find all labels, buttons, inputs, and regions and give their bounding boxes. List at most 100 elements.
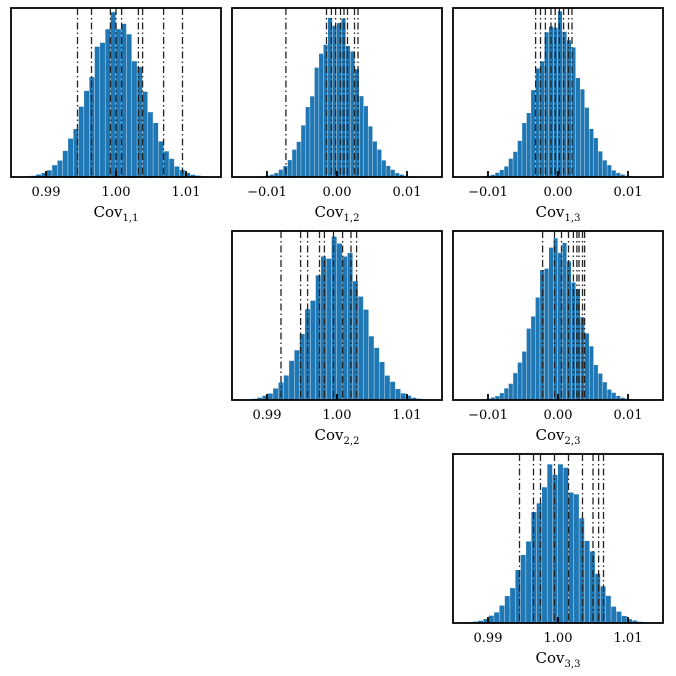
histogram-bars bbox=[453, 464, 663, 623]
histogram-bar bbox=[531, 316, 536, 400]
histogram-bar bbox=[490, 397, 495, 400]
histogram-bar bbox=[163, 151, 169, 177]
histogram-bar bbox=[185, 172, 191, 177]
histogram-bar bbox=[526, 328, 531, 400]
histogram-bar bbox=[399, 174, 404, 177]
histogram-bar bbox=[531, 512, 537, 623]
histogram-bar bbox=[287, 160, 292, 177]
histogram-bar bbox=[337, 23, 342, 177]
histogram-bar bbox=[305, 309, 310, 400]
x-axis-label: Cov2,3 bbox=[536, 426, 581, 447]
histogram-bar bbox=[611, 392, 616, 400]
histogram-panel-2: −0.01 0.00 0.01 Cov1,2 bbox=[231, 7, 443, 224]
histogram-bar bbox=[121, 23, 127, 177]
histogram-bar bbox=[616, 172, 621, 177]
histogram-bar bbox=[584, 107, 589, 177]
histogram-bars bbox=[11, 12, 221, 177]
histogram-bar bbox=[386, 165, 391, 177]
histogram-bar bbox=[616, 611, 622, 623]
histogram-bar bbox=[536, 503, 542, 623]
histogram-bar bbox=[174, 166, 180, 177]
histogram-bar bbox=[296, 141, 301, 177]
histogram-bar bbox=[395, 173, 400, 177]
histogram-bar bbox=[573, 494, 579, 623]
histogram-bar bbox=[395, 388, 401, 400]
histogram-bar bbox=[602, 382, 607, 400]
histogram-panel-6: 0.99 1.00 1.01 Cov3,3 bbox=[452, 453, 664, 670]
histogram-bar bbox=[520, 554, 526, 623]
histogram-bar bbox=[289, 360, 295, 400]
histogram-bar bbox=[526, 112, 531, 177]
histogram-bar bbox=[616, 395, 621, 400]
x-tick-label: 1.01 bbox=[172, 185, 201, 200]
histogram-bars bbox=[463, 11, 652, 177]
histogram-bar bbox=[627, 619, 633, 623]
histogram-bar bbox=[632, 620, 638, 623]
histogram-bar bbox=[598, 151, 603, 177]
histogram-bar bbox=[347, 253, 353, 400]
histogram-bar bbox=[562, 242, 567, 400]
histogram-bar bbox=[52, 165, 58, 177]
histogram-bar bbox=[580, 317, 585, 400]
histogram-bar bbox=[78, 106, 84, 177]
x-tick-label: 0.01 bbox=[614, 408, 643, 423]
histogram-bar bbox=[84, 90, 89, 177]
histogram-bar bbox=[490, 174, 495, 177]
x-tick-label: 0.01 bbox=[614, 185, 643, 200]
histogram-bar bbox=[94, 46, 100, 177]
histogram-bar bbox=[495, 396, 500, 400]
histogram-bar bbox=[41, 172, 47, 177]
histogram-bar bbox=[620, 397, 625, 400]
histogram-bar bbox=[390, 169, 395, 177]
histogram-bar bbox=[147, 112, 153, 177]
histogram-bar bbox=[575, 78, 580, 177]
histogram-bar bbox=[495, 172, 500, 177]
histogram-bar bbox=[584, 333, 589, 400]
histogram-bar bbox=[494, 612, 500, 623]
x-axis-label: Cov1,2 bbox=[315, 203, 360, 224]
histogram-bar bbox=[568, 492, 574, 623]
histogram-bars bbox=[463, 238, 652, 400]
histogram-bar bbox=[563, 467, 569, 623]
histogram-bar bbox=[352, 281, 358, 400]
histogram-bar bbox=[46, 170, 52, 177]
histogram-bar bbox=[542, 487, 547, 623]
histogram-bar bbox=[105, 29, 111, 177]
histogram-bar bbox=[131, 61, 137, 177]
histogram-bar bbox=[363, 309, 369, 400]
histogram-bar bbox=[553, 27, 558, 177]
histogram-bar bbox=[310, 96, 315, 177]
histogram-bar bbox=[547, 464, 553, 623]
histogram-bar bbox=[332, 25, 337, 177]
histogram-bar bbox=[571, 47, 576, 177]
x-tick-label: 0.99 bbox=[474, 631, 503, 646]
histogram-bar bbox=[305, 107, 310, 177]
histogram-bar bbox=[372, 141, 377, 177]
histogram-bar bbox=[292, 149, 297, 177]
histogram-bar bbox=[558, 464, 563, 623]
histogram-bar bbox=[379, 361, 385, 400]
histogram-bar bbox=[269, 174, 274, 177]
x-tick-label: 1.00 bbox=[544, 631, 573, 646]
x-tick-label: 1.00 bbox=[102, 185, 131, 200]
histogram-bar bbox=[575, 288, 580, 400]
histogram-bar bbox=[549, 247, 554, 400]
histogram-bar bbox=[558, 11, 563, 177]
x-tick-label: 0.00 bbox=[323, 185, 352, 200]
histogram-bar bbox=[169, 158, 175, 177]
x-tick-label: 0.99 bbox=[32, 185, 61, 200]
histogram-bar bbox=[267, 393, 273, 400]
histogram-bar bbox=[342, 256, 348, 400]
histogram-bar bbox=[540, 61, 545, 177]
histogram-bar bbox=[607, 389, 612, 400]
histogram-bar bbox=[611, 170, 616, 177]
histogram-bar bbox=[110, 12, 116, 177]
histogram-bar bbox=[137, 67, 143, 177]
histogram-bar bbox=[579, 518, 585, 623]
histogram-bars bbox=[232, 236, 442, 400]
histogram-bar bbox=[513, 151, 518, 177]
histogram-bar bbox=[257, 397, 263, 400]
histogram-bar bbox=[504, 388, 509, 400]
histogram-bar bbox=[406, 395, 412, 400]
histogram-panel-5: −0.01 0.00 0.01 Cov2,3 bbox=[452, 230, 664, 447]
